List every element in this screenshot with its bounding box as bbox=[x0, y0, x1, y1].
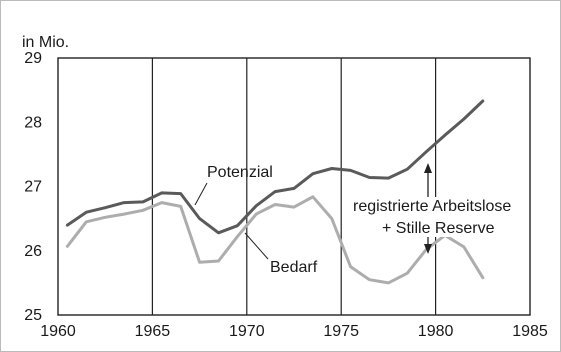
x-tick-label: 1985 bbox=[512, 323, 548, 340]
series-line-bedarf bbox=[65, 195, 485, 285]
gap-label-line1: registrierte Arbeitslose bbox=[353, 198, 511, 215]
vertical-gridlines bbox=[151, 58, 437, 315]
gap-label-background bbox=[348, 197, 524, 237]
gap-label-line2: + Stille Reserve bbox=[382, 220, 495, 237]
bedarf-leader-line bbox=[244, 232, 269, 260]
y-tick-label: 25 bbox=[24, 307, 42, 324]
series-lines bbox=[65, 99, 485, 285]
x-tick-label: 1960 bbox=[40, 323, 76, 340]
x-tick-label: 1975 bbox=[323, 323, 359, 340]
y-tick-label: 27 bbox=[24, 179, 42, 196]
potenzial-leader-line bbox=[194, 182, 208, 206]
x-tick-label: 1970 bbox=[229, 323, 265, 340]
x-tick-label: 1965 bbox=[135, 323, 171, 340]
y-tick-label: 29 bbox=[24, 50, 42, 67]
potenzial-series-label: Potenzial bbox=[207, 164, 273, 181]
y-tick-label: 26 bbox=[24, 243, 42, 260]
x-tick-label: 1980 bbox=[418, 323, 454, 340]
y-axis-tick-labels: 25 26 27 28 29 bbox=[24, 50, 42, 324]
x-axis-tick-labels: 1960 1965 1970 1975 1980 1985 bbox=[40, 323, 548, 340]
series-line-potenzial bbox=[65, 99, 485, 235]
unit-label: in Mio. bbox=[22, 34, 69, 51]
bedarf-series-label: Bedarf bbox=[270, 259, 318, 276]
plot-area-border bbox=[57, 57, 531, 316]
y-tick-label: 28 bbox=[24, 114, 42, 131]
gap-arrow-up bbox=[424, 163, 432, 200]
